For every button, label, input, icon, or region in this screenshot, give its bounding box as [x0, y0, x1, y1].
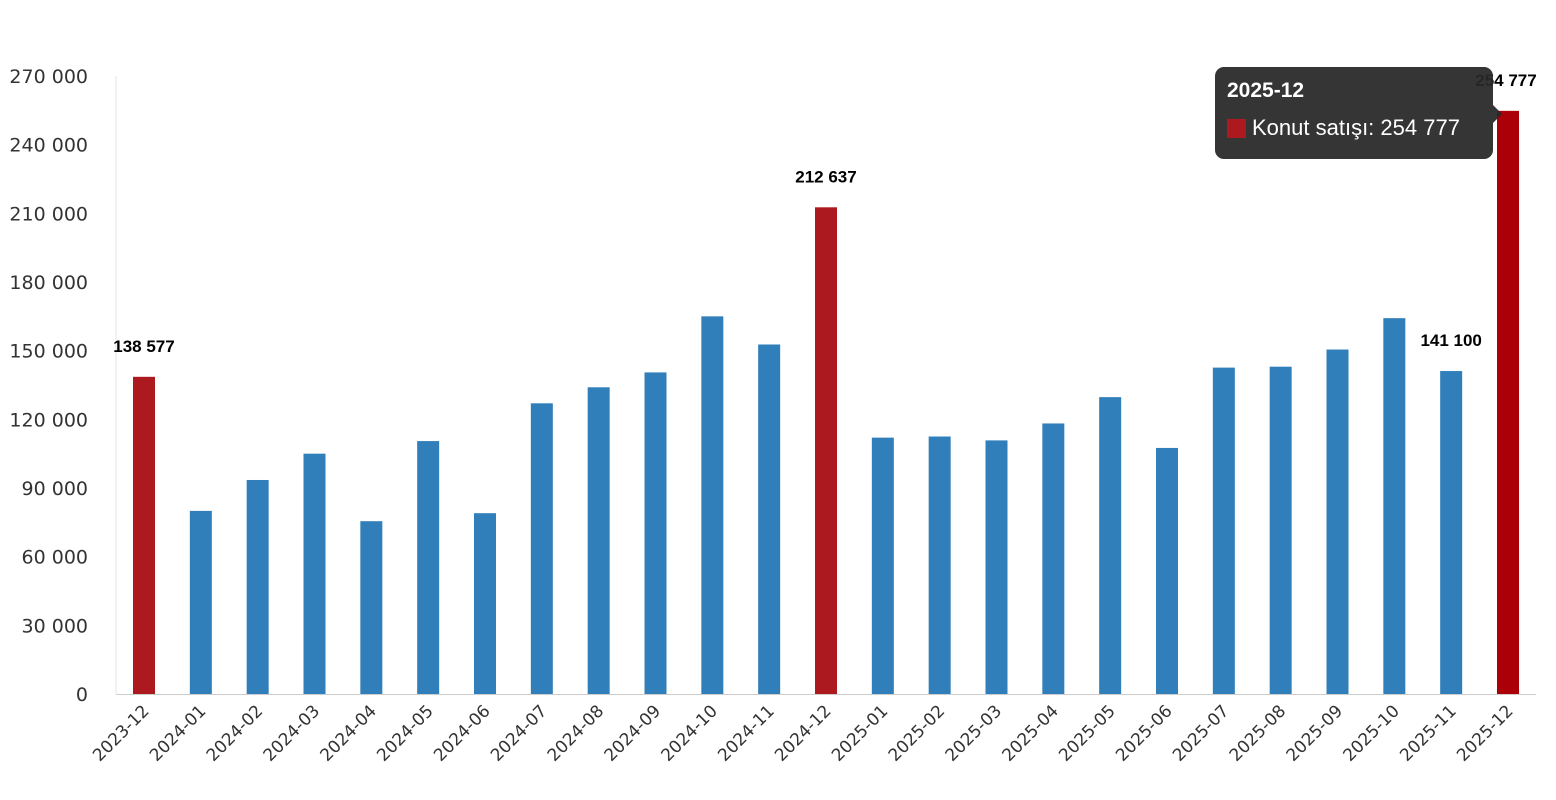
- bar-2025-06: [1156, 447, 1178, 694]
- data-label: 141 100: [1420, 331, 1481, 350]
- bar-2024-04: [360, 521, 383, 694]
- x-tick-label: 2025-05: [1055, 701, 1119, 765]
- x-tick-label: 2025-07: [1169, 701, 1233, 765]
- bar-2024-06: [474, 513, 496, 694]
- x-tick-label: 2024-07: [487, 701, 551, 765]
- tooltip: 2025-12 Konut satışı: 254 777: [1215, 67, 1502, 159]
- x-tick-label: 2024-02: [203, 701, 267, 765]
- bar-2025-02: [928, 436, 951, 694]
- bar-2024-01: [189, 510, 212, 694]
- x-tick-label: 2025-04: [999, 701, 1063, 765]
- x-tick-label: 2025-12: [1453, 701, 1517, 765]
- x-tick-label: 2024-10: [658, 701, 722, 765]
- y-tick-label: 120 000: [9, 409, 88, 431]
- y-tick-label: 210 000: [9, 203, 88, 225]
- bar-2025-11: [1440, 371, 1463, 694]
- x-tick-label: 2025-01: [828, 701, 892, 765]
- x-tick-label: 2025-10: [1340, 701, 1404, 765]
- data-label: 212 637: [795, 167, 856, 186]
- bar-2025-04: [1042, 423, 1065, 694]
- x-tick-label: 2024-12: [771, 701, 835, 765]
- x-tick-label: 2024-04: [317, 701, 381, 765]
- x-tick-label: 2024-09: [601, 701, 665, 765]
- x-tick-label: 2025-08: [1226, 701, 1290, 765]
- y-tick-label: 60 000: [22, 547, 88, 569]
- bar-2024-09: [644, 372, 667, 694]
- x-tick-label: 2023-12: [89, 701, 153, 765]
- bar-2024-11: [758, 344, 781, 694]
- tooltip-row: Konut satışı: 254 777: [1227, 115, 1481, 141]
- tooltip-value: Konut satışı: 254 777: [1252, 115, 1460, 140]
- bar-2025-08: [1269, 366, 1292, 694]
- y-tick-label: 240 000: [9, 135, 88, 157]
- y-tick-label: 0: [76, 684, 88, 706]
- x-tick-label: 2024-05: [373, 701, 437, 765]
- bar-2023-12: [133, 376, 155, 694]
- bar-2024-02: [246, 479, 269, 694]
- x-tick-label: 2025-09: [1283, 701, 1347, 765]
- x-tick-label: 2024-06: [430, 701, 494, 765]
- bar-2025-10: [1383, 318, 1406, 694]
- data-label: 138 577: [113, 337, 174, 356]
- bar-2025-01: [871, 437, 894, 694]
- bar-2025-07: [1212, 367, 1235, 694]
- y-tick-label: 90 000: [22, 478, 88, 500]
- bar-2024-03: [303, 453, 326, 694]
- x-tick-label: 2024-01: [146, 701, 210, 765]
- bar-2025-09: [1326, 349, 1349, 694]
- bar-2024-05: [417, 441, 440, 694]
- bar-2024-07: [530, 403, 553, 694]
- bar-2025-12: [1497, 110, 1519, 695]
- tooltip-title: 2025-12: [1227, 79, 1305, 102]
- y-tick-label: 30 000: [22, 615, 88, 637]
- x-tick-label: 2024-11: [714, 701, 778, 765]
- bar-2025-03: [985, 440, 1008, 694]
- x-tick-label: 2025-02: [885, 701, 949, 765]
- bar-2024-12: [815, 207, 837, 694]
- bar-2025-05: [1099, 397, 1122, 694]
- x-tick-label: 2025-11: [1396, 701, 1460, 765]
- y-tick-label: 180 000: [9, 272, 88, 294]
- x-tick-label: 2025-06: [1112, 701, 1176, 765]
- bar-2024-08: [587, 387, 610, 694]
- tooltip-swatch: [1227, 118, 1246, 138]
- bar-2024-10: [701, 316, 724, 694]
- x-tick-label: 2024-03: [260, 701, 324, 765]
- x-tick-label: 2024-08: [544, 701, 608, 765]
- y-tick-label: 270 000: [9, 66, 88, 88]
- x-tick-label: 2025-03: [942, 701, 1006, 765]
- y-tick-label: 150 000: [9, 341, 88, 363]
